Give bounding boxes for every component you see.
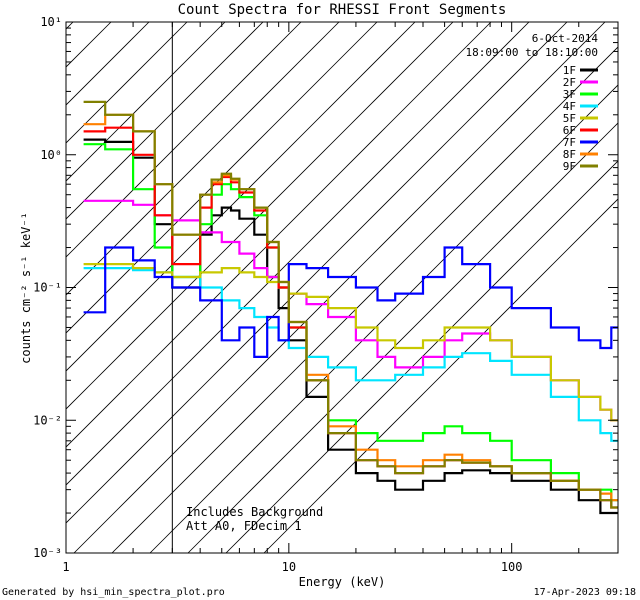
- series-line-9F: [83, 100, 618, 509]
- chart-title: Count Spectra for RHESSI Front Segments: [178, 2, 507, 18]
- hatch-line: [73, 22, 606, 553]
- hatch-line: [66, 22, 492, 448]
- hatch-line: [66, 22, 264, 220]
- hatch-line: [187, 122, 618, 553]
- legend-label-9F: 9F: [563, 160, 576, 173]
- hatch-line: [66, 22, 188, 144]
- footer-timestamp: 17-Apr-2023 09:18: [534, 587, 636, 598]
- legend-label-6F: 6F: [563, 124, 576, 137]
- annotation-attenuator: Att A0, FDecim 1: [186, 519, 302, 533]
- footer-generator: Generated by hsi_min_spectra_plot.pro: [2, 587, 225, 598]
- series-line-5F: [83, 263, 618, 422]
- legend-label-1F: 1F: [563, 64, 576, 77]
- hatch-line: [66, 22, 302, 258]
- legend-label-3F: 3F: [563, 88, 576, 101]
- x-tick-label: 1: [62, 560, 69, 574]
- hatch-line: [149, 84, 618, 553]
- x-tick-label: 10: [282, 560, 296, 574]
- y-axis-label: counts cm⁻² s⁻¹ keV⁻¹: [19, 212, 33, 364]
- annotation-background: Includes Background: [186, 505, 323, 519]
- hatch-line: [66, 22, 568, 524]
- y-tick-label: 10¹: [40, 15, 62, 29]
- x-tick-label: 100: [501, 560, 523, 574]
- legend-label-7F: 7F: [563, 136, 576, 149]
- hatch-line: [263, 198, 618, 553]
- legend-label-4F: 4F: [563, 100, 576, 113]
- y-axis: 10⁻³ 10⁻² 10⁻¹ 10⁰ 10¹: [33, 15, 618, 560]
- legend-label-5F: 5F: [563, 112, 576, 125]
- series-line-7F: [83, 246, 618, 358]
- legend-date: 6-Oct-2014: [532, 32, 599, 45]
- hatch-line: [66, 22, 226, 182]
- legend-label-2F: 2F: [563, 76, 576, 89]
- legend-time-range: 18:09:00 to 18:10:00: [466, 46, 598, 59]
- y-tick-label: 10⁻¹: [33, 281, 62, 295]
- y-tick-label: 10⁻²: [33, 413, 62, 427]
- y-tick-label: 10⁰: [40, 148, 62, 162]
- series-line-4F: [83, 267, 618, 442]
- series-layer: [83, 100, 618, 515]
- hatch-line: [66, 22, 378, 334]
- hatch-line: [66, 22, 416, 372]
- hatch-line: [66, 22, 530, 486]
- x-axis-label: Energy (keV): [299, 575, 386, 589]
- y-tick-label: 10⁻³: [33, 546, 62, 560]
- legend: 6-Oct-2014 18:09:00 to 18:10:00 1F2F3F4F…: [466, 32, 599, 173]
- legend-label-8F: 8F: [563, 148, 576, 161]
- x-axis: 1 10 100: [62, 22, 619, 574]
